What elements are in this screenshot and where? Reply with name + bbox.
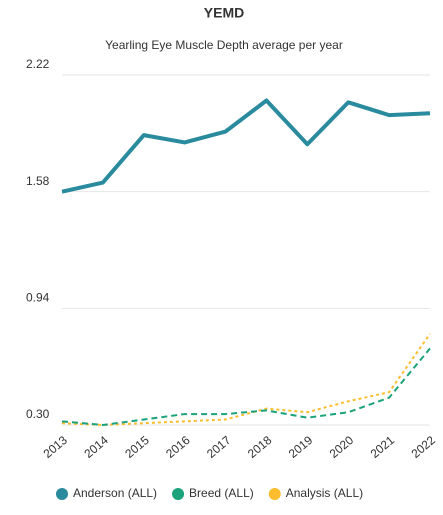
legend-swatch	[56, 488, 68, 500]
series-line	[61, 98, 431, 194]
x-tick-label: 2019	[286, 433, 316, 461]
legend-label: Anderson (ALL)	[73, 486, 157, 500]
x-tick-label: 2016	[163, 433, 193, 461]
x-tick-label: 2017	[204, 433, 234, 461]
x-tick-label: 2020	[327, 433, 357, 461]
x-tick-label: 2022	[409, 433, 439, 461]
legend-swatch	[172, 488, 185, 500]
legend-label: Breed (ALL)	[189, 486, 254, 500]
legend-label: Analysis (ALL)	[286, 486, 363, 500]
y-tick-label: 0.30	[26, 407, 50, 421]
x-tick-label: 2014	[81, 433, 111, 461]
x-tick-label: 2013	[41, 433, 71, 461]
chart-title: YEMD	[204, 5, 244, 21]
legend-swatch	[268, 488, 281, 500]
chart-subtitle: Yearling Eye Muscle Depth average per ye…	[105, 38, 343, 52]
series-line	[61, 347, 431, 426]
x-tick-label: 2018	[245, 433, 275, 461]
y-tick-label: 2.22	[26, 57, 50, 71]
series-line	[61, 333, 431, 426]
x-tick-label: 2015	[122, 433, 152, 461]
y-tick-label: 0.94	[26, 291, 50, 305]
x-tick-label: 2021	[368, 433, 398, 461]
y-tick-label: 1.58	[26, 174, 50, 188]
